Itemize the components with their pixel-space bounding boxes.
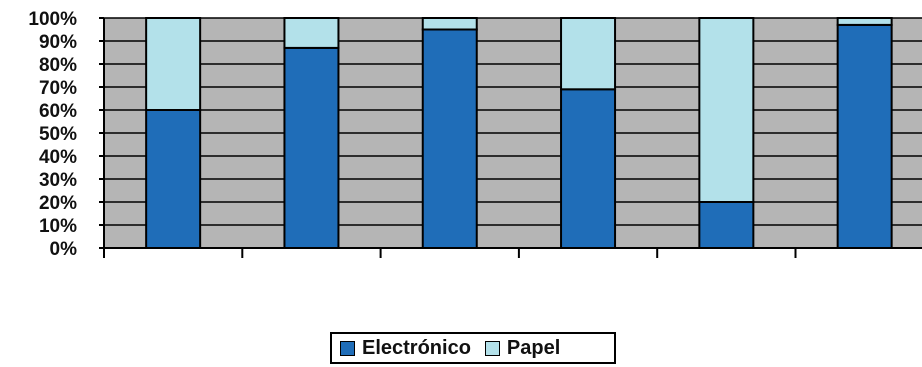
legend-item-electronico: Electrónico — [340, 337, 471, 360]
legend-swatch-electronico — [340, 340, 355, 356]
bar-segment-electronico — [698, 201, 755, 249]
y-tick-label: 10% — [39, 216, 77, 237]
bar-segment-electronico — [560, 88, 617, 249]
legend-item-papel: Papel — [484, 336, 561, 360]
y-tick-label: 50% — [39, 124, 77, 145]
bar-segment-electronico — [145, 109, 202, 249]
y-tick-label: 20% — [39, 193, 77, 214]
bar-segment-electronico — [836, 23, 893, 250]
y-tick-label: 60% — [39, 101, 77, 122]
bar-segment-electronico — [283, 46, 340, 250]
y-tick-label: 90% — [39, 32, 77, 53]
bar-segment-electronico — [421, 28, 478, 249]
gridlines — [104, 17, 922, 249]
legend-label-papel: Papel — [506, 336, 561, 359]
bar-segment-papel — [836, 17, 893, 26]
axes — [99, 17, 922, 258]
bar-segment-papel — [421, 17, 478, 31]
bar-segment-papel — [560, 17, 617, 91]
y-tick-label: 100% — [28, 9, 77, 30]
y-tick-label: 70% — [39, 78, 77, 99]
y-tick-label: 30% — [39, 170, 77, 191]
legend: Electrónico Papel — [330, 332, 616, 364]
bar-segment-papel — [283, 17, 340, 49]
y-tick-label: 0% — [50, 239, 78, 260]
y-tick-labels: 0%10%20%30%40%50%60%70%80%90%100% — [28, 9, 77, 260]
legend-swatch-papel — [484, 340, 500, 356]
y-tick-label: 80% — [39, 55, 77, 76]
bars — [145, 17, 893, 250]
bar-segment-papel — [698, 17, 755, 203]
bar-segment-papel — [145, 17, 202, 111]
legend-label-electronico: Electrónico — [362, 336, 471, 359]
y-tick-label: 40% — [39, 147, 77, 168]
